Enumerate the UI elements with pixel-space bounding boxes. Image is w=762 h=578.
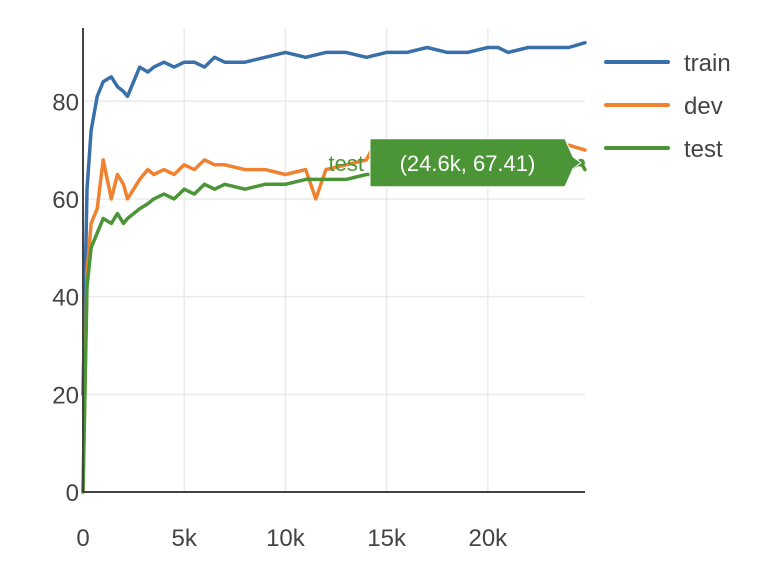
series-lines <box>81 40 587 494</box>
y-tick-label: 40 <box>52 285 79 312</box>
axes <box>82 28 585 493</box>
x-tick-label: 10k <box>266 525 306 552</box>
hover-value-text: (24.6k, 67.41) <box>400 151 536 176</box>
legend-item-train[interactable]: train <box>604 50 731 77</box>
x-tick-label: 0 <box>76 525 89 552</box>
legend[interactable]: train dev test <box>604 50 731 163</box>
legend-label: test <box>684 136 723 163</box>
y-tick-label: 80 <box>52 89 79 116</box>
hover-value-box <box>369 138 582 188</box>
legend-item-dev[interactable]: dev <box>604 93 723 120</box>
legend-label: train <box>684 50 731 77</box>
y-tick-label: 0 <box>66 480 79 507</box>
x-tick-label: 15k <box>367 525 407 552</box>
series-line-test <box>81 161 587 494</box>
y-tick-labels: 0 20 40 60 80 <box>52 89 79 507</box>
x-tick-label: 20k <box>468 525 508 552</box>
legend-label: dev <box>684 93 723 120</box>
x-tick-labels: 0 5k 10k 15k 20k <box>76 525 508 552</box>
hover-series-name: test <box>329 151 364 176</box>
hover-tooltip: (24.6k, 67.41) test <box>329 138 585 188</box>
series-line-dev <box>81 138 587 494</box>
series-line-train <box>81 40 587 397</box>
x-tick-label: 5k <box>172 525 198 552</box>
legend-item-test[interactable]: test <box>604 136 723 163</box>
y-tick-label: 20 <box>52 382 79 409</box>
grid-lines <box>83 28 585 492</box>
y-tick-label: 60 <box>52 187 79 214</box>
